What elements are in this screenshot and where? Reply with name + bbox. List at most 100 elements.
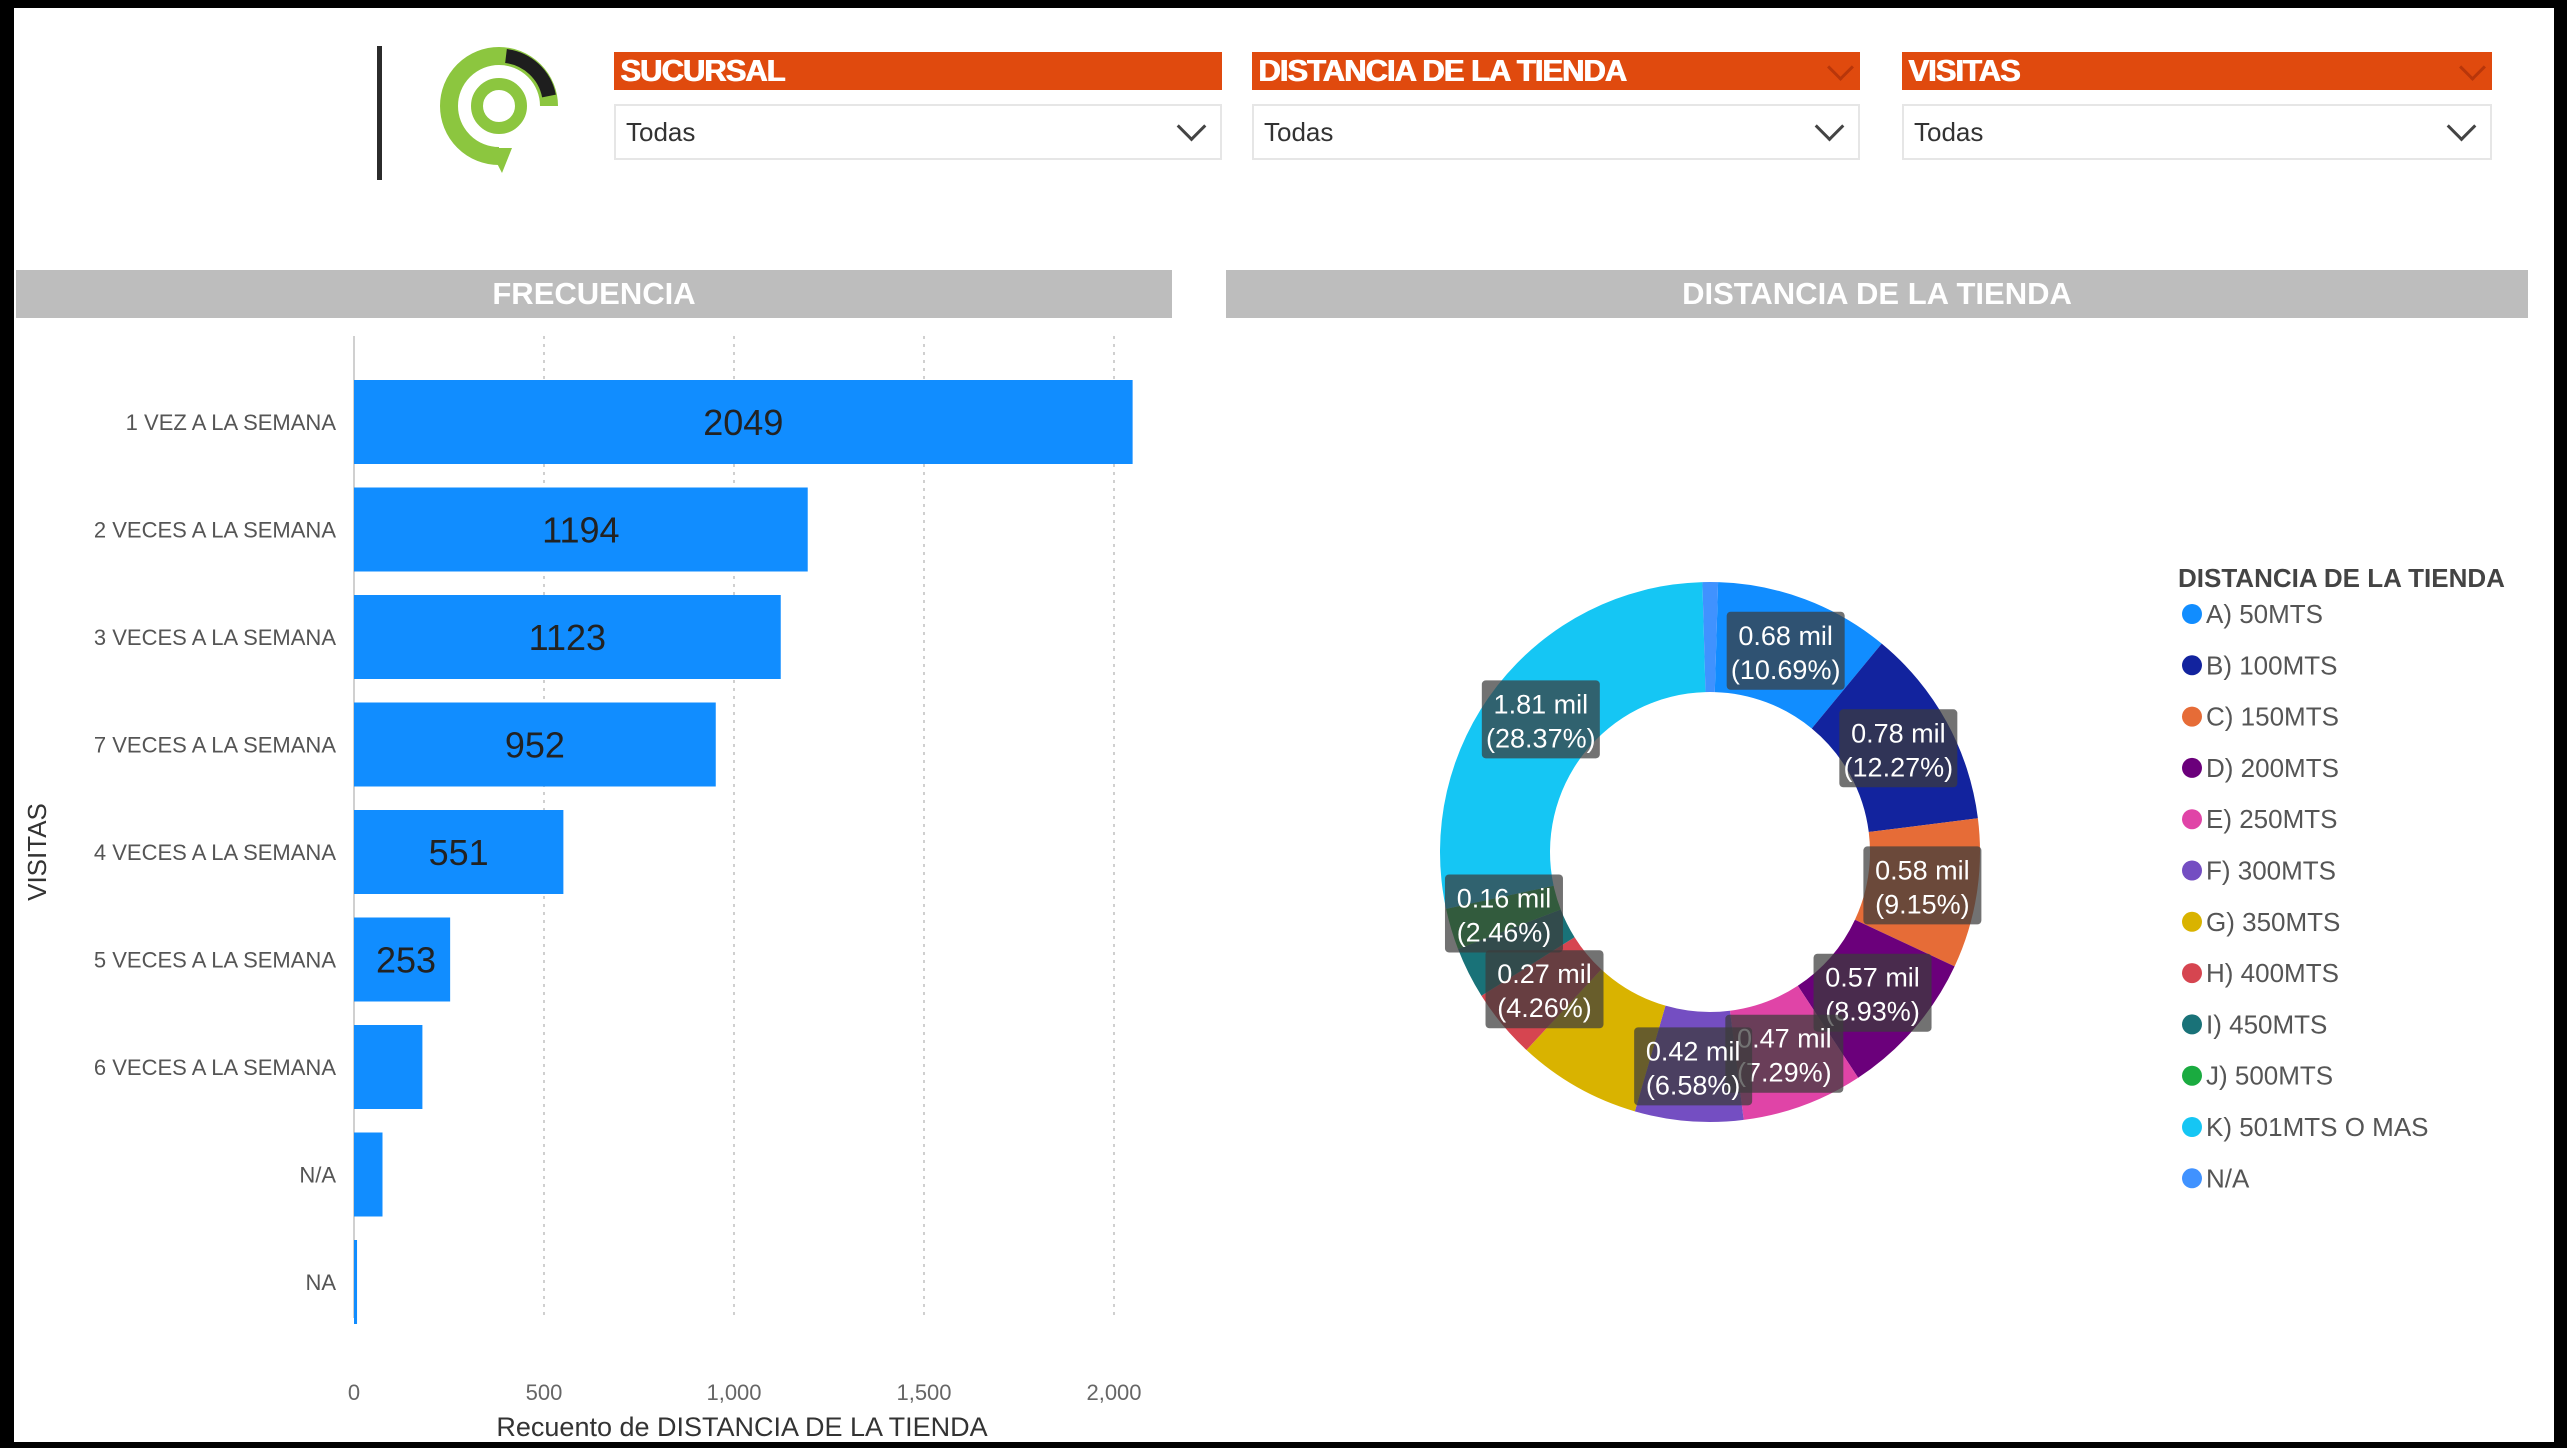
legend-marker [2182, 757, 2202, 778]
data-label-box [1444, 874, 1563, 953]
slice-percent-label: (10.69%) [1731, 655, 1841, 685]
x-tick-label: 2,000 [1086, 1380, 1141, 1405]
distancia-dropdown[interactable]: Todas [1252, 104, 1860, 160]
slice-value-label: 0.42 mil [1646, 1036, 1741, 1066]
chevron-down-icon [1176, 111, 1207, 142]
donut-slice[interactable] [1702, 582, 1719, 693]
data-label-box [1481, 680, 1600, 759]
legend-marker [2182, 911, 2202, 932]
legend-item[interactable]: C) 150MTS [2206, 702, 2339, 732]
slice-percent-label: (6.58%) [1646, 1070, 1741, 1100]
company-logo-icon [440, 47, 558, 173]
legend-marker [2182, 1117, 2202, 1137]
slice-value-label: 0.16 mil [1457, 883, 1552, 913]
slice-value-label: 0.68 mil [1738, 621, 1833, 651]
legend-marker [2182, 1065, 2202, 1086]
category-label: 6 VECES A LA SEMANA [94, 1055, 336, 1080]
slice-value-label: 0.78 mil [1851, 718, 1946, 748]
legend-marker [2182, 655, 2202, 676]
category-label: NA [305, 1270, 336, 1295]
data-label: 551 [429, 832, 489, 873]
x-axis-label: Recuento de DISTANCIA DE LA TIENDA [496, 1412, 987, 1442]
bar[interactable] [354, 1240, 358, 1324]
slice-value-label: 0.27 mil [1497, 959, 1592, 989]
data-label: 2049 [703, 402, 783, 443]
data-label-box [1863, 846, 1982, 925]
slicer-distancia: DISTANCIA DE LA TIENDA Todas [1252, 52, 1860, 160]
legend-item[interactable]: G) 350MTS [2206, 907, 2340, 937]
legend-marker [2182, 706, 2202, 727]
category-label: 4 VECES A LA SEMANA [94, 840, 336, 865]
data-label-box [1813, 953, 1932, 1032]
slicer-title: VISITAS [1908, 53, 2020, 88]
legend-marker [2182, 1014, 2202, 1035]
x-tick-label: 0 [348, 1380, 360, 1405]
dropdown-value: Todas [626, 117, 696, 147]
frecuencia-bar-chart: 2049 1194 1123 952 551 253 1 VEZ A LA SEMANA 2… [22, 336, 1142, 1442]
legend-marker [2182, 1168, 2202, 1189]
dropdown-value: Todas [1264, 117, 1334, 147]
legend-item[interactable]: B) 100MTS [2206, 650, 2338, 680]
bar[interactable] [354, 487, 808, 572]
bar[interactable] [354, 702, 716, 787]
data-label-box [1634, 1027, 1753, 1106]
data-label-box [1726, 611, 1845, 690]
data-label-box [1485, 950, 1604, 1029]
chevron-down-icon [1814, 111, 1845, 142]
data-label-box [1839, 709, 1958, 788]
data-label: 952 [505, 725, 565, 766]
legend-item[interactable]: D) 200MTS [2206, 753, 2339, 783]
donut-slice[interactable] [1526, 969, 1666, 1112]
x-tick-label: 500 [526, 1380, 563, 1405]
category-label: 7 VECES A LA SEMANA [94, 733, 336, 758]
legend-item[interactable]: N/A [2206, 1163, 2250, 1193]
slice-percent-label: (9.15%) [1875, 889, 1970, 919]
slicer-title-row: VISITAS [1902, 52, 2492, 90]
sucursal-dropdown[interactable]: Todas [614, 104, 1222, 160]
category-label: N/A [299, 1163, 336, 1188]
slicer-title-row: DISTANCIA DE LA TIENDA [1252, 52, 1860, 90]
data-label: 1194 [542, 510, 619, 551]
legend-item[interactable]: J) 500MTS [2206, 1061, 2333, 1091]
distancia-title: DISTANCIA DE LA TIENDA [1226, 270, 2528, 318]
legend-item[interactable]: K) 501MTS O MAS [2206, 1112, 2429, 1142]
bar[interactable] [354, 595, 781, 679]
legend-item[interactable]: E) 250MTS [2206, 804, 2338, 834]
bar[interactable] [354, 1025, 423, 1109]
legend-item[interactable]: H) 400MTS [2206, 958, 2339, 988]
category-label: 3 VECES A LA SEMANA [94, 625, 336, 650]
legend-item[interactable]: F) 300MTS [2206, 856, 2336, 886]
slice-percent-label: (7.29%) [1737, 1058, 1832, 1088]
data-label: 1123 [529, 617, 606, 658]
bar[interactable] [354, 380, 1133, 464]
slice-percent-label: (28.37%) [1486, 723, 1596, 753]
legend-title: DISTANCIA DE LA TIENDA [2178, 563, 2505, 593]
chevron-down-icon [2446, 111, 2477, 142]
bar[interactable] [354, 810, 564, 894]
category-label: 2 VECES A LA SEMANA [94, 518, 336, 543]
visitas-dropdown[interactable]: Todas [1902, 104, 2492, 160]
legend-marker [2182, 604, 2202, 624]
dropdown-value: Todas [1914, 117, 1984, 147]
frecuencia-title: FRECUENCIA [16, 270, 1172, 318]
report-canvas: SUCURSAL Todas DISTANCIA DE LA TIENDA To… [14, 8, 2554, 1442]
divider-bar [377, 46, 382, 180]
distancia-donut-chart: 0.68 mil (10.69%) 0.78 mil (12.27%) 0.58 mil… [1440, 563, 2505, 1193]
slicer-sucursal: SUCURSAL Todas [614, 52, 1222, 160]
slice-value-label: 1.81 mil [1494, 689, 1589, 719]
slicer-visitas: VISITAS Todas [1902, 52, 2492, 160]
slice-value-label: 0.58 mil [1875, 855, 1970, 885]
chevron-down-icon[interactable] [1827, 54, 1854, 81]
slice-value-label: 0.47 mil [1737, 1024, 1832, 1054]
x-tick-label: 1,000 [706, 1380, 761, 1405]
bar[interactable] [354, 1132, 383, 1217]
data-label: 253 [376, 940, 436, 981]
legend-item[interactable]: I) 450MTS [2206, 1009, 2327, 1039]
slicer-title: SUCURSAL [614, 52, 1222, 90]
bar[interactable] [354, 917, 451, 1002]
legend-item[interactable]: A) 50MTS [2206, 599, 2323, 629]
slice-value-label: 0.57 mil [1825, 963, 1920, 993]
chevron-down-icon[interactable] [2459, 54, 2486, 81]
legend-marker [2182, 809, 2202, 830]
slice-percent-label: (2.46%) [1457, 917, 1552, 947]
